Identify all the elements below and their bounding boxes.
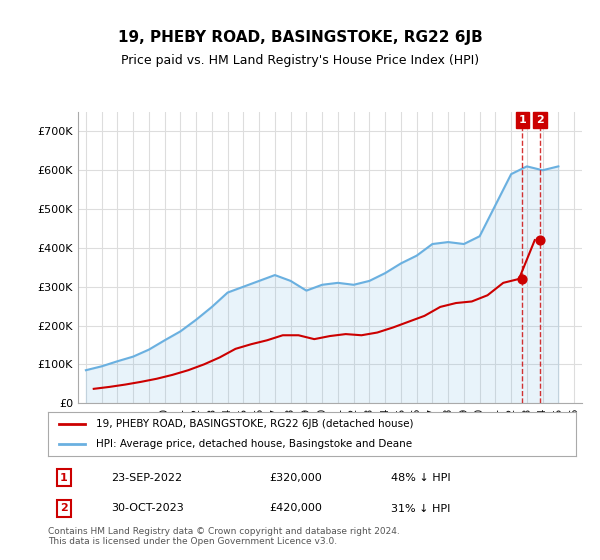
Text: 19, PHEBY ROAD, BASINGSTOKE, RG22 6JB: 19, PHEBY ROAD, BASINGSTOKE, RG22 6JB	[118, 30, 482, 45]
Text: HPI: Average price, detached house, Basingstoke and Deane: HPI: Average price, detached house, Basi…	[95, 439, 412, 449]
Text: 48% ↓ HPI: 48% ↓ HPI	[391, 473, 451, 483]
Text: Price paid vs. HM Land Registry's House Price Index (HPI): Price paid vs. HM Land Registry's House …	[121, 54, 479, 67]
Text: £420,000: £420,000	[270, 503, 323, 514]
Text: 23-SEP-2022: 23-SEP-2022	[112, 473, 182, 483]
Text: £320,000: £320,000	[270, 473, 323, 483]
Text: 1: 1	[518, 115, 526, 125]
Text: 2: 2	[536, 115, 544, 125]
Point	[518, 274, 527, 283]
Point	[535, 236, 545, 245]
Text: 1: 1	[60, 473, 68, 483]
Text: 19, PHEBY ROAD, BASINGSTOKE, RG22 6JB (detached house): 19, PHEBY ROAD, BASINGSTOKE, RG22 6JB (d…	[95, 419, 413, 429]
Text: 31% ↓ HPI: 31% ↓ HPI	[391, 503, 451, 514]
Text: Contains HM Land Registry data © Crown copyright and database right 2024.
This d: Contains HM Land Registry data © Crown c…	[48, 526, 400, 546]
Text: 30-OCT-2023: 30-OCT-2023	[112, 503, 184, 514]
Text: 2: 2	[60, 503, 68, 514]
